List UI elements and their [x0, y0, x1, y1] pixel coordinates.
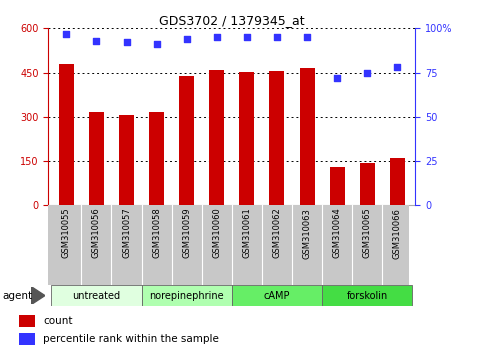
Text: GSM310059: GSM310059: [182, 208, 191, 258]
Bar: [329, 167, 345, 205]
Point: [123, 40, 130, 45]
Text: GSM310066: GSM310066: [393, 208, 402, 258]
Point: [273, 34, 281, 40]
Text: GSM310063: GSM310063: [302, 208, 312, 258]
Bar: [209, 70, 224, 205]
Text: cAMP: cAMP: [264, 291, 290, 301]
Polygon shape: [31, 287, 45, 304]
Text: GSM310061: GSM310061: [242, 208, 251, 258]
Text: forskolin: forskolin: [347, 291, 388, 301]
Text: GSM310058: GSM310058: [152, 208, 161, 258]
Bar: [89, 113, 104, 205]
Text: count: count: [43, 316, 73, 326]
Bar: [119, 115, 134, 205]
Text: GSM310065: GSM310065: [363, 208, 372, 258]
Text: GSM310055: GSM310055: [62, 208, 71, 258]
Point: [363, 70, 371, 75]
Bar: [240, 72, 255, 205]
Text: percentile rank within the sample: percentile rank within the sample: [43, 334, 219, 344]
Text: GSM310064: GSM310064: [333, 208, 341, 258]
Bar: [19, 315, 35, 327]
Point: [243, 34, 251, 40]
Text: GSM310057: GSM310057: [122, 208, 131, 258]
Point: [394, 64, 401, 70]
Text: GSM310062: GSM310062: [272, 208, 282, 258]
Text: agent: agent: [2, 291, 32, 301]
Bar: [360, 164, 375, 205]
Text: norepinephrine: norepinephrine: [149, 291, 224, 301]
Bar: [390, 158, 405, 205]
Text: GSM310060: GSM310060: [213, 208, 221, 258]
Point: [153, 41, 160, 47]
Point: [62, 31, 70, 36]
Text: GSM310056: GSM310056: [92, 208, 101, 258]
Title: GDS3702 / 1379345_at: GDS3702 / 1379345_at: [159, 14, 305, 27]
Bar: [322, 285, 412, 306]
Point: [333, 75, 341, 81]
Point: [183, 36, 191, 42]
Point: [93, 38, 100, 44]
Bar: [142, 285, 232, 306]
Bar: [270, 71, 284, 205]
Bar: [179, 75, 194, 205]
Bar: [232, 285, 322, 306]
Bar: [59, 64, 74, 205]
Bar: [19, 333, 35, 345]
Text: untreated: untreated: [72, 291, 120, 301]
Bar: [299, 68, 314, 205]
Point: [213, 34, 221, 40]
Bar: [149, 113, 164, 205]
Point: [303, 34, 311, 40]
Bar: [51, 285, 142, 306]
